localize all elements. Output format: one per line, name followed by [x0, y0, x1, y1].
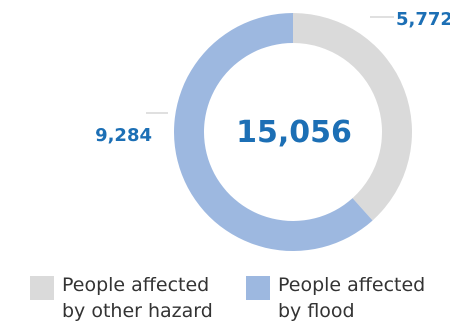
- slice-flood: [173, 13, 373, 251]
- donut-chart: 15,056 5,772 9,284: [95, 9, 450, 251]
- legend-label-flood: People affected by flood: [278, 274, 426, 322]
- donut-slices: [173, 13, 412, 251]
- slice-other-hazard: [293, 13, 412, 221]
- legend-label-other-hazard: People affected by other hazard: [62, 274, 213, 322]
- legend-swatch-flood: [246, 276, 270, 300]
- legend: People affected by other hazard People a…: [0, 272, 450, 335]
- data-label-flood: 9,284: [95, 125, 152, 146]
- legend-swatch-other-hazard: [30, 276, 54, 300]
- data-label-other-hazard: 5,772: [396, 9, 450, 30]
- total-label: 15,056: [236, 115, 352, 150]
